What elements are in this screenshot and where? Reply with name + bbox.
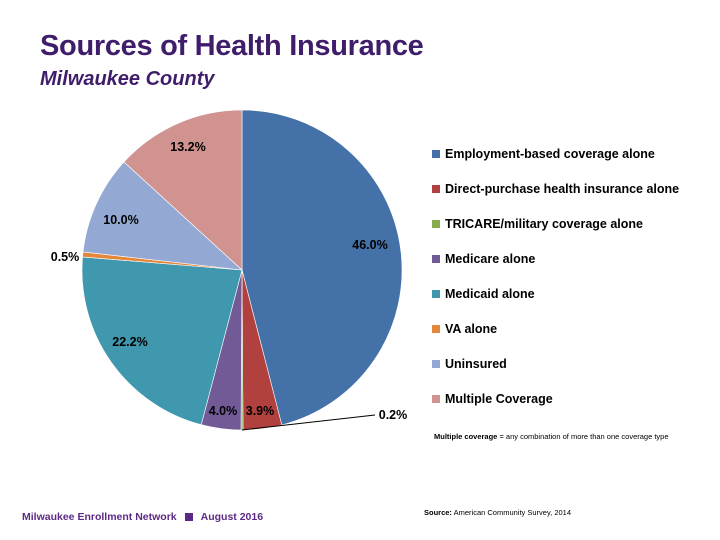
data-label: 3.9% — [246, 404, 275, 418]
pie-slice-uninsured — [82, 161, 243, 271]
chart-legend: Employment-based coverage alone Direct-pu… — [432, 136, 717, 416]
legend-swatch — [432, 359, 440, 368]
legend-label: Medicare alone — [445, 251, 536, 266]
legend-swatch — [432, 324, 440, 333]
legend-item: Medicare alone — [432, 241, 717, 276]
data-label: 13.2% — [170, 140, 205, 154]
source-note: Source: American Community Survey, 2014 — [424, 508, 571, 517]
chart-title: Sources of Health Insurance — [40, 30, 424, 62]
chart-subtitle: Milwaukee County — [40, 68, 215, 90]
footnote-text: = any combination of more than one cover… — [497, 432, 669, 441]
data-label: 0.2% — [379, 408, 408, 422]
source-label: Source: — [424, 508, 452, 517]
leader-line — [241, 414, 376, 431]
legend-item: Uninsured — [432, 346, 717, 381]
legend-item: Multiple Coverage — [432, 381, 717, 416]
legend-label: Uninsured — [445, 356, 507, 371]
footnote: Multiple coverage = any combination of m… — [434, 432, 669, 441]
legend-swatch — [432, 289, 440, 298]
legend-swatch — [432, 184, 440, 193]
data-label: 10.0% — [103, 213, 138, 227]
legend-swatch — [432, 254, 440, 263]
legend-swatch — [432, 149, 440, 158]
legend-item: TRICARE/military coverage alone — [432, 206, 717, 241]
legend-swatch — [432, 394, 440, 403]
legend-label: VA alone — [445, 321, 498, 336]
legend-item: Medicaid alone — [432, 276, 717, 311]
footer: Milwaukee Enrollment Network August 2016 — [22, 511, 263, 523]
source-text: American Community Survey, 2014 — [451, 508, 572, 517]
legend-label: Medicaid alone — [445, 286, 535, 301]
legend-label: Direct-purchase health insurance alone — [445, 181, 680, 196]
footnote-term: Multiple coverage — [434, 432, 498, 441]
legend-item: Direct-purchase health insurance alone — [432, 171, 717, 206]
pie-slice-multiple-coverage — [123, 109, 243, 271]
footer-date: August 2016 — [200, 511, 264, 523]
legend-label: Employment-based coverage alone — [445, 146, 655, 161]
data-label: 4.0% — [209, 404, 238, 418]
legend-swatch — [432, 219, 440, 228]
data-label: 22.2% — [112, 335, 147, 349]
legend-item: Employment-based coverage alone — [432, 136, 717, 171]
footer-square-icon — [184, 513, 193, 521]
legend-label: TRICARE/military coverage alone — [445, 216, 643, 231]
legend-item: VA alone — [432, 311, 717, 346]
data-label: 46.0% — [352, 238, 387, 252]
data-label: 0.5% — [51, 250, 80, 264]
pie-slice-employment-based-coverage-alone — [241, 109, 403, 426]
pie-slice-medicaid-alone — [81, 256, 243, 426]
footer-org: Milwaukee Enrollment Network — [22, 511, 177, 523]
legend-label: Multiple Coverage — [445, 391, 553, 406]
